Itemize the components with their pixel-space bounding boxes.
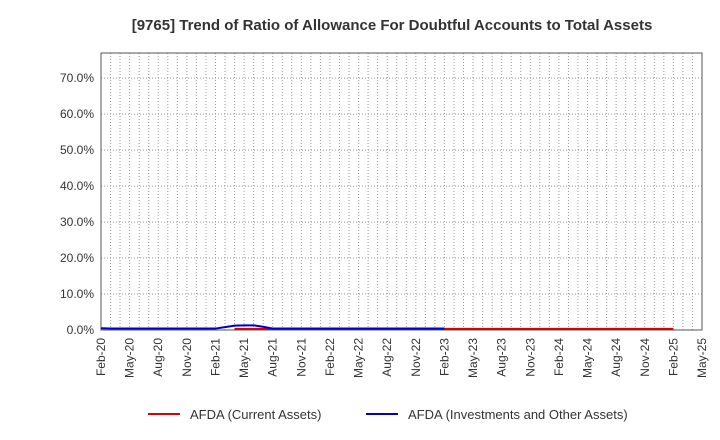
series-line-1 (100, 324, 445, 330)
x-tick-label: Nov-23 (523, 338, 537, 377)
chart-title: [9765] Trend of Ratio of Allowance For D… (132, 17, 653, 34)
x-tick-label: Feb-22 (323, 338, 337, 376)
y-tick-label: 10.0% (60, 287, 94, 301)
legend: AFDA (Current Assets) AFDA (Investments … (148, 407, 628, 422)
x-tick-label: Feb-23 (437, 338, 451, 376)
y-tick-label: 60.0% (60, 107, 94, 121)
x-tick-label: Aug-21 (266, 338, 280, 377)
x-tick-label: Nov-24 (638, 338, 652, 377)
x-tick-label: Aug-20 (151, 338, 165, 377)
x-tick-label: May-23 (466, 338, 480, 378)
x-tick-label: May-20 (123, 338, 137, 378)
y-tick-label: 0.0% (67, 323, 95, 337)
x-tick-label: May-25 (695, 338, 709, 378)
x-tick-label: May-22 (352, 338, 366, 378)
x-tick-label: Feb-21 (208, 338, 222, 376)
y-axis-ticks: 0.0% 10.0% 20.0% 30.0% 40.0% 50.0% 60.0% 70.0% (60, 71, 94, 337)
x-tick-label: Feb-20 (94, 338, 108, 376)
legend-label-current-assets: AFDA (Current Assets) (190, 407, 321, 422)
legend-label-investments: AFDA (Investments and Other Assets) (408, 407, 628, 422)
x-tick-label: Feb-24 (552, 338, 566, 376)
x-tick-label: May-24 (581, 338, 595, 378)
grid (101, 53, 702, 330)
y-tick-label: 70.0% (60, 71, 94, 85)
plot-frame (100, 52, 703, 331)
x-tick-label: May-21 (237, 338, 251, 378)
x-tick-label: Aug-23 (495, 338, 509, 377)
x-tick-label: Nov-21 (294, 338, 308, 377)
y-tick-label: 30.0% (60, 215, 94, 229)
x-tick-label: Aug-22 (380, 338, 394, 377)
y-tick-label: 50.0% (60, 143, 94, 157)
x-axis-ticks: Feb-20 May-20 Aug-20 Nov-20 Feb-21 May-21 Aug-… (94, 338, 709, 378)
series-layer (100, 324, 674, 330)
x-tick-label: Nov-20 (180, 338, 194, 377)
x-tick-label: Nov-22 (409, 338, 423, 377)
y-tick-label: 40.0% (60, 179, 94, 193)
x-tick-label: Feb-25 (666, 338, 680, 376)
x-tick-label: Aug-24 (609, 338, 623, 377)
y-tick-label: 20.0% (60, 251, 94, 265)
